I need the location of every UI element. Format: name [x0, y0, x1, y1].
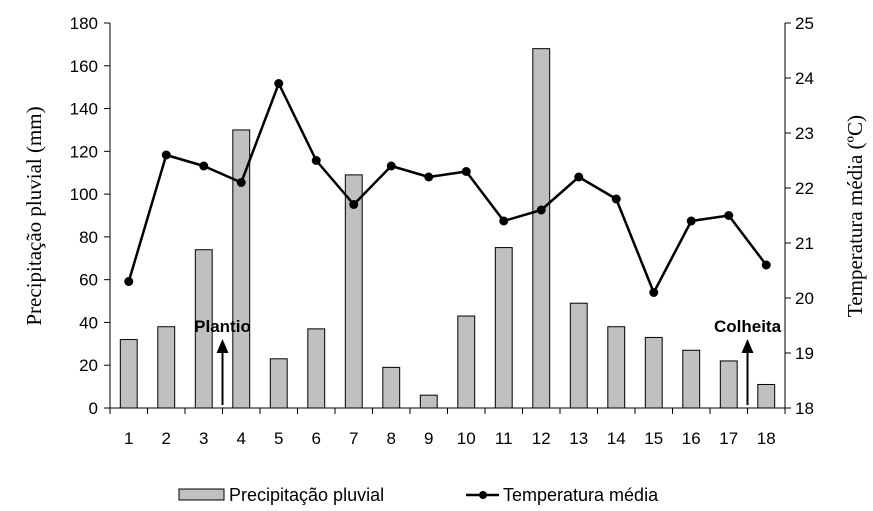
y-left-tick-label: 180	[70, 14, 98, 33]
y-right-tick-label: 23	[795, 124, 814, 143]
y-left-tick-label: 20	[79, 356, 98, 375]
colheita-arrow-head	[741, 339, 754, 353]
x-tick-label: 5	[274, 429, 283, 448]
x-tick-label: 9	[424, 429, 433, 448]
bar-8	[382, 366, 401, 409]
temperature-point-4	[236, 178, 246, 187]
x-tick-label: 18	[757, 429, 776, 448]
y-right-tick-label: 22	[795, 179, 814, 198]
y-axis-title-right: Temperatura média (ºC)	[843, 115, 867, 317]
x-tick-label: 2	[162, 429, 171, 448]
temperature-point-6	[311, 156, 321, 165]
y-right-tick-label: 20	[795, 289, 814, 308]
x-tick-label: 15	[644, 429, 663, 448]
y-left-tick-label: 100	[70, 185, 98, 204]
y-right-tick-label: 18	[795, 399, 814, 418]
y-axis-title-left: Precipitação pluvial (mm)	[22, 106, 46, 325]
x-tick-label: 11	[495, 429, 513, 448]
x-tick-label: 12	[532, 429, 551, 448]
bars-group	[119, 48, 776, 409]
bar-7	[344, 174, 363, 409]
axes-group: 0204060801001201401601801819202122232425…	[70, 14, 814, 448]
x-tick-label: 3	[199, 429, 208, 448]
bar-10	[457, 315, 476, 409]
y-right-tick-label: 25	[795, 14, 814, 33]
y-left-tick-label: 0	[89, 399, 98, 418]
temperature-point-18	[761, 260, 771, 270]
temperature-point-5	[274, 79, 284, 88]
x-tick-label: 1	[124, 429, 133, 448]
y-left-tick-label: 80	[79, 228, 98, 247]
y-left-tick-label: 160	[70, 57, 98, 76]
temperature-point-7	[349, 200, 359, 209]
x-tick-label: 10	[457, 429, 476, 448]
x-tick-label: 14	[607, 429, 626, 448]
bar-15	[644, 336, 663, 409]
legend-line-label: Temperatura média	[503, 485, 659, 505]
y-left-tick-label: 140	[70, 100, 98, 119]
legend: Precipitação pluvial Temperatura média	[178, 485, 659, 505]
bar-9	[419, 394, 438, 409]
bar-1	[119, 339, 138, 409]
plantio-arrow-head	[216, 339, 229, 353]
temperature-point-10	[461, 167, 471, 176]
y-left-tick-label: 40	[79, 313, 98, 332]
temperature-point-8	[386, 161, 396, 171]
temperature-point-11	[499, 216, 509, 226]
legend-bar-swatch	[178, 488, 225, 501]
bar-6	[307, 328, 326, 409]
temperature-point-2	[161, 150, 171, 160]
temperature-point-15	[649, 288, 659, 297]
bar-5	[269, 358, 288, 409]
annotations-group: Plantio Colheita	[194, 317, 782, 405]
legend-line-marker	[479, 491, 487, 499]
bar-16	[682, 349, 701, 409]
temperature-point-9	[424, 172, 434, 182]
y-right-tick-label: 19	[795, 344, 814, 363]
temperature-point-12	[536, 205, 546, 215]
bar-13	[569, 302, 588, 409]
bar-14	[607, 326, 626, 409]
bar-12	[532, 48, 551, 409]
colheita-label: Colheita	[714, 317, 782, 336]
temperature-point-13	[574, 172, 584, 182]
y-right-tick-label: 24	[795, 69, 814, 88]
y-left-tick-label: 120	[70, 142, 98, 161]
temperature-point-16	[686, 216, 696, 226]
line-group	[124, 79, 771, 297]
bar-11	[494, 247, 513, 409]
temperature-point-14	[611, 194, 621, 204]
bar-4	[232, 129, 251, 409]
x-tick-label: 17	[719, 429, 738, 448]
x-tick-label: 7	[349, 429, 358, 448]
temperature-point-17	[724, 211, 734, 220]
temperature-point-3	[199, 161, 209, 171]
y-right-tick-label: 21	[795, 234, 814, 253]
temperature-point-1	[124, 277, 134, 286]
y-left-tick-label: 60	[79, 271, 98, 290]
x-tick-label: 16	[682, 429, 701, 448]
x-tick-label: 4	[237, 429, 246, 448]
legend-bar-label: Precipitação pluvial	[229, 485, 384, 505]
x-tick-label: 13	[569, 429, 588, 448]
x-tick-label: 8	[387, 429, 396, 448]
temperature-line	[127, 82, 768, 294]
bar-2	[157, 326, 176, 409]
bar-18	[757, 383, 776, 409]
plantio-label: Plantio	[194, 317, 251, 336]
bar-17	[719, 360, 738, 409]
x-tick-label: 6	[312, 429, 321, 448]
